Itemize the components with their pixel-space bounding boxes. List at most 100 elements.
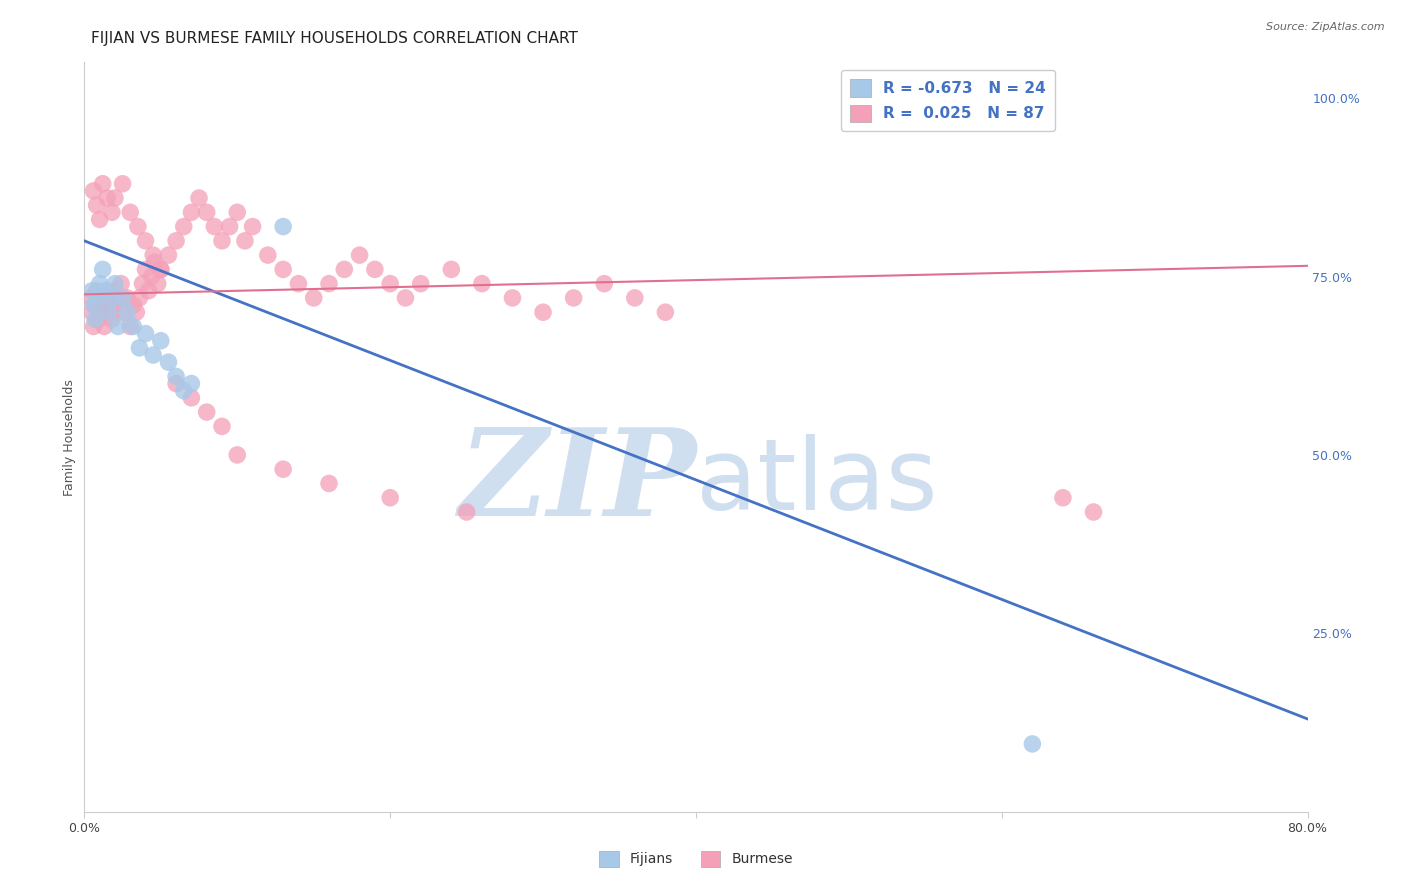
Point [94, 298, 117, 312]
Point [180, 376, 202, 391]
Point [143, 255, 166, 269]
Point [83, 319, 105, 334]
Point [157, 355, 180, 369]
Point [128, 291, 150, 305]
Point [94, 284, 117, 298]
Point [654, 305, 676, 319]
Point [112, 305, 135, 319]
Point [84, 312, 107, 326]
Point [90, 305, 112, 319]
Point [115, 305, 138, 319]
Point [115, 291, 138, 305]
Point [98, 305, 121, 319]
Point [135, 262, 157, 277]
Point [180, 391, 202, 405]
Point [87, 291, 110, 305]
Point [287, 277, 309, 291]
Point [83, 184, 105, 198]
Point [149, 262, 172, 277]
Point [211, 234, 233, 248]
Point [1083, 505, 1105, 519]
Point [593, 277, 616, 291]
Point [624, 291, 647, 305]
Point [531, 305, 554, 319]
Point [157, 248, 180, 262]
Point [173, 384, 195, 398]
Point [195, 205, 218, 219]
Point [195, 405, 218, 419]
Point [202, 219, 225, 234]
Point [380, 491, 402, 505]
Point [138, 284, 160, 298]
Point [103, 298, 125, 312]
Point [84, 298, 107, 312]
Point [101, 205, 124, 219]
Point [1052, 491, 1074, 505]
Point [79, 291, 101, 305]
Point [131, 277, 153, 291]
Point [349, 248, 371, 262]
Point [302, 291, 325, 305]
Point [165, 376, 187, 391]
Point [364, 262, 387, 277]
Text: FIJIAN VS BURMESE FAMILY HOUSEHOLDS CORRELATION CHART: FIJIAN VS BURMESE FAMILY HOUSEHOLDS CORR… [91, 31, 578, 46]
Point [318, 277, 340, 291]
Point [93, 319, 115, 334]
Point [440, 262, 463, 277]
Point [86, 198, 108, 212]
Point [111, 291, 134, 305]
Point [257, 248, 280, 262]
Point [333, 262, 356, 277]
Point [83, 298, 105, 312]
Point [111, 177, 134, 191]
Point [125, 305, 148, 319]
Point [502, 291, 524, 305]
Point [122, 298, 145, 312]
Point [149, 334, 172, 348]
Point [242, 219, 264, 234]
Text: ZIP: ZIP [458, 423, 696, 541]
Point [471, 277, 494, 291]
Point [218, 219, 240, 234]
Point [173, 219, 195, 234]
Point [104, 284, 127, 298]
Point [135, 326, 157, 341]
Point [104, 191, 127, 205]
Point [104, 277, 127, 291]
Point [89, 298, 111, 312]
Point [110, 277, 132, 291]
Point [1021, 737, 1043, 751]
Point [409, 277, 432, 291]
Point [96, 191, 118, 205]
Point [226, 205, 249, 219]
Point [271, 462, 294, 476]
Point [394, 291, 416, 305]
Point [107, 291, 129, 305]
Point [135, 234, 157, 248]
Point [122, 319, 145, 334]
Point [91, 291, 114, 305]
Point [211, 419, 233, 434]
Point [141, 269, 163, 284]
Point [86, 284, 108, 298]
Point [91, 177, 114, 191]
Point [89, 277, 111, 291]
Point [101, 312, 124, 326]
Point [120, 205, 142, 219]
Point [226, 448, 249, 462]
Point [127, 219, 149, 234]
Point [380, 277, 402, 291]
Text: Source: ZipAtlas.com: Source: ZipAtlas.com [1267, 22, 1385, 32]
Point [142, 248, 165, 262]
Point [149, 262, 172, 277]
Point [142, 348, 165, 362]
Point [80, 284, 103, 298]
Point [89, 212, 111, 227]
Text: atlas: atlas [696, 434, 938, 531]
Point [87, 312, 110, 326]
Point [271, 219, 294, 234]
Point [562, 291, 585, 305]
Point [180, 205, 202, 219]
Point [188, 191, 211, 205]
Y-axis label: Family Households: Family Households [63, 378, 76, 496]
